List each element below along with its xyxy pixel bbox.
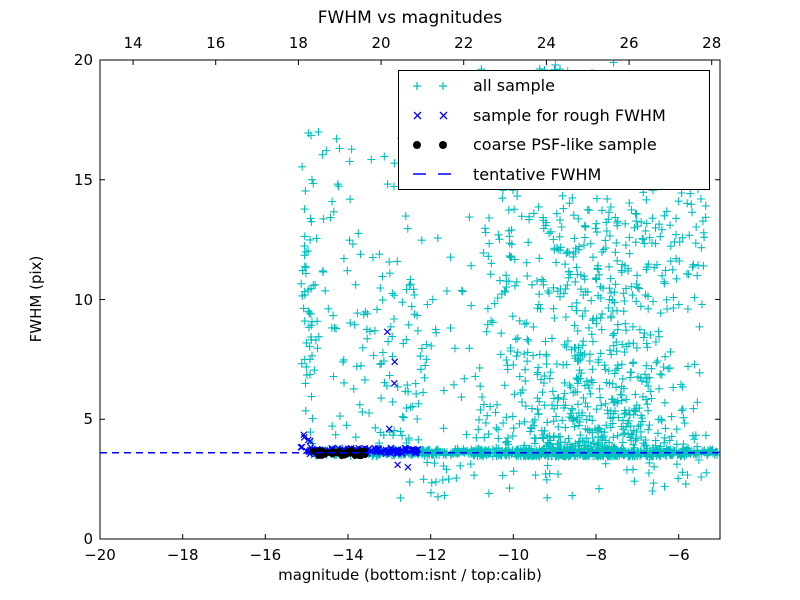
- x-tick-label-bottom: −6: [667, 546, 690, 564]
- x-tick-label-top: 18: [288, 34, 308, 52]
- x-tick-label-bottom: −18: [166, 546, 199, 564]
- dashed-line-icon: [413, 173, 451, 176]
- y-tick-label: 0: [83, 530, 93, 548]
- legend-label: coarse PSF-like sample: [473, 135, 657, 155]
- x-tick-label-bottom: −10: [497, 546, 530, 564]
- x-tick-label-top: 16: [206, 34, 226, 52]
- y-axis-label: FWHM (pix): [27, 255, 45, 343]
- cross-marker-icon: [413, 111, 448, 120]
- x-axis-label: magnitude (bottom:isnt / top:calib): [278, 566, 542, 584]
- dot-marker-icon: [413, 140, 447, 149]
- y-tick-label: 5: [83, 410, 93, 429]
- x-tick-label-bottom: −12: [414, 546, 447, 564]
- x-tick-label-top: 26: [619, 34, 639, 52]
- legend-item-all-sample: all sample: [399, 71, 709, 101]
- legend-item-rough-fwhm: sample for rough FWHM: [399, 101, 709, 131]
- y-tick-label: 20: [73, 51, 93, 69]
- series-dot: [309, 446, 369, 459]
- legend-label: sample for rough FWHM: [473, 105, 666, 125]
- x-tick-label-bottom: −14: [332, 546, 364, 564]
- y-tick-label: 15: [73, 170, 93, 189]
- legend-label: tentative FWHM: [473, 164, 602, 184]
- x-tick-label-bottom: −16: [249, 546, 282, 564]
- legend: all sample sample for rough FWHM coarse …: [398, 70, 710, 190]
- x-tick-label-top: 24: [536, 34, 556, 52]
- y-tick-label: 10: [73, 290, 93, 309]
- x-tick-label-top: 28: [702, 34, 722, 52]
- chart-title: FWHM vs magnitudes: [317, 8, 503, 28]
- x-tick-label-top: 22: [454, 34, 474, 52]
- x-tick-label-bottom: −8: [584, 546, 608, 564]
- x-tick-label-top: 14: [123, 34, 143, 52]
- x-tick-label-bottom: −20: [84, 546, 116, 564]
- data-points: [100, 60, 720, 502]
- legend-item-tentative-fwhm: tentative FWHM: [399, 160, 709, 190]
- axis-ticks: [99, 59, 720, 540]
- legend-item-psf-sample: coarse PSF-like sample: [399, 130, 709, 160]
- legend-label: all sample: [473, 76, 555, 96]
- x-tick-label-top: 20: [371, 34, 391, 52]
- plus-marker-icon: [413, 81, 447, 90]
